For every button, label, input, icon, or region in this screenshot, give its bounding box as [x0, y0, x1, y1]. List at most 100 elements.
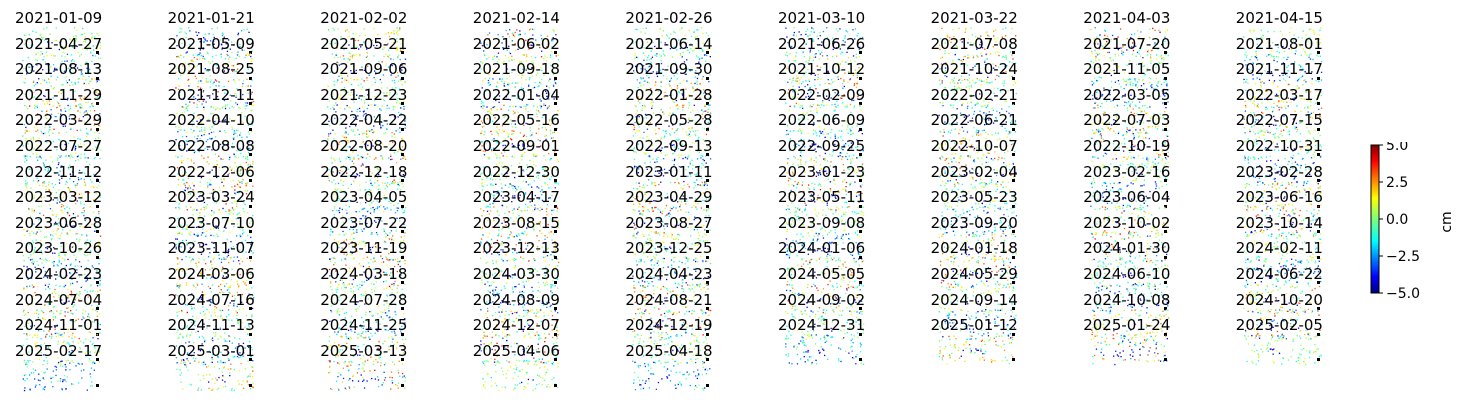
map-pixel: [375, 104, 377, 106]
map-pixel: [220, 44, 222, 46]
map-pixel: [1262, 134, 1264, 136]
map-pixel: [692, 164, 694, 166]
map-pixel: [540, 78, 542, 81]
map-pixel: [853, 170, 856, 172]
map-pixel: [205, 80, 207, 83]
map-pixel: [178, 85, 180, 87]
map-pixel: [340, 74, 342, 76]
map-pixel: [544, 183, 546, 185]
map-pixel: [1162, 158, 1164, 160]
map-pixel: [489, 84, 491, 86]
displacement-panel: 2022-06-09: [763, 110, 913, 161]
map-pixel: [343, 180, 345, 183]
map-pixel: [830, 83, 832, 85]
map-pixel: [343, 87, 346, 89]
map-pixel: [1251, 102, 1254, 105]
map-pixel: [986, 89, 989, 91]
map-pixel: [1279, 79, 1281, 81]
map-pixel: [1320, 149, 1322, 152]
map-pixel: [823, 133, 825, 135]
map-pixel: [523, 134, 525, 137]
map-pixel: [808, 78, 810, 81]
map-pixel: [549, 159, 551, 161]
displacement-map: [1091, 155, 1170, 185]
map-pixel: [397, 183, 399, 186]
map-pixel: [382, 48, 384, 50]
map-pixel: [846, 119, 848, 122]
panel-date-title: 2021-05-09: [167, 34, 255, 53]
displacement-panel: 2021-06-14: [610, 34, 760, 84]
map-pixel: [62, 125, 64, 127]
map-pixel: [975, 54, 977, 56]
map-pixel: [233, 70, 236, 72]
map-pixel: [1249, 157, 1252, 160]
map-pixel: [327, 149, 330, 151]
map-pixel: [74, 149, 76, 151]
map-pixel: [48, 78, 50, 80]
map-pixel: [361, 147, 363, 149]
map-pixel: [1307, 130, 1310, 133]
map-pixel: [1314, 102, 1317, 105]
map-pixel: [364, 34, 367, 36]
map-pixel: [97, 93, 100, 95]
map-pixel: [368, 104, 370, 106]
map-pixel: [530, 134, 533, 136]
reference-point-marker: [553, 127, 557, 131]
map-pixel: [1139, 107, 1141, 109]
panel-date-title: 2021-12-11: [167, 85, 255, 104]
map-pixel: [946, 36, 948, 38]
map-pixel: [83, 82, 85, 84]
map-pixel: [1118, 53, 1120, 56]
map-pixel: [670, 134, 672, 137]
map-pixel: [225, 53, 228, 55]
map-pixel: [77, 138, 79, 140]
map-pixel: [988, 40, 990, 42]
map-pixel: [364, 100, 366, 102]
map-pixel: [250, 123, 253, 125]
map-pixel: [364, 117, 366, 120]
map-pixel: [949, 41, 952, 43]
map-pixel: [85, 40, 87, 42]
map-pixel: [242, 144, 244, 147]
map-pixel: [1158, 29, 1160, 31]
map-pixel: [1013, 121, 1016, 123]
map-pixel: [987, 82, 989, 84]
map-pixel: [510, 55, 513, 58]
map-pixel: [50, 113, 53, 115]
map-pixel: [809, 87, 811, 89]
map-pixel: [86, 136, 88, 138]
map-pixel: [1002, 180, 1004, 182]
map-pixel: [1154, 163, 1157, 165]
map-pixel: [1254, 55, 1256, 57]
map-pixel: [1299, 122, 1301, 124]
map-pixel: [544, 71, 546, 73]
map-pixel: [554, 34, 557, 36]
map-pixel: [338, 158, 341, 160]
map-pixel: [661, 62, 663, 64]
map-pixel: [192, 168, 195, 170]
map-pixel: [32, 137, 34, 139]
map-pixel: [1011, 143, 1014, 145]
map-pixel: [33, 104, 36, 107]
map-pixel: [79, 143, 81, 145]
map-pixel: [815, 175, 817, 177]
map-pixel: [77, 159, 80, 161]
map-pixel: [1272, 115, 1275, 117]
map-pixel: [843, 94, 845, 96]
map-pixel: [959, 81, 961, 84]
map-pixel: [1297, 78, 1299, 80]
map-pixel: [1260, 130, 1262, 132]
map-pixel: [1273, 30, 1275, 33]
map-pixel: [992, 122, 994, 124]
map-pixel: [1128, 155, 1130, 158]
map-pixel: [221, 34, 223, 37]
map-pixel: [549, 130, 551, 132]
map-pixel: [545, 139, 547, 141]
map-pixel: [503, 82, 505, 85]
map-pixel: [405, 118, 407, 120]
map-pixel: [57, 76, 59, 78]
map-pixel: [93, 49, 95, 51]
map-pixel: [1283, 105, 1286, 107]
map-pixel: [250, 93, 252, 95]
displacement-panel: 2022-07-03: [1068, 110, 1218, 161]
